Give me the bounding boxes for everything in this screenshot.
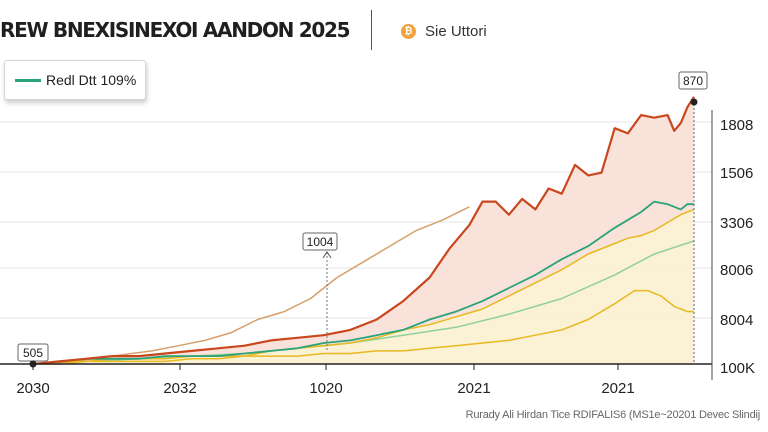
series-yellow-lower xyxy=(33,289,694,365)
start-marker xyxy=(29,360,37,368)
peak-annotation-box xyxy=(678,71,708,90)
mid-arrow-icon xyxy=(322,251,332,259)
x-tick-label: 2021 xyxy=(601,380,634,397)
series-tan-early xyxy=(32,206,470,365)
header-divider xyxy=(371,10,372,50)
y-tick-label: 1808 xyxy=(720,117,753,134)
x-tick-label: 2032 xyxy=(163,380,196,397)
x-tick-label: 2030 xyxy=(16,380,49,397)
area-yellow-upper xyxy=(33,209,694,364)
brand-text: Sie Uttori xyxy=(425,23,487,40)
y-tick-label: 100K xyxy=(720,360,755,377)
x-tick-label: 2021 xyxy=(457,380,490,397)
peak-marker xyxy=(690,98,698,106)
annotations: 505 1004 870 xyxy=(17,71,708,368)
legend: Redl Dtt 109% xyxy=(4,60,146,100)
source-note: Rurady Ali Hirdan Tice RDIFALIS6 (MS1e~2… xyxy=(465,409,761,421)
y-tick-label: 8004 xyxy=(720,312,753,329)
area-fills xyxy=(33,96,694,365)
chart-title: REW BNEXISINEXOI AANDON 2025 xyxy=(0,18,351,42)
brand: ₿ Sie Uttori xyxy=(401,23,487,40)
series-orange-red xyxy=(32,96,695,366)
y-tick-label: 1506 xyxy=(720,165,753,182)
y-tick-label: 3306 xyxy=(720,215,753,232)
series-green xyxy=(32,200,694,365)
legend-swatch xyxy=(15,78,41,82)
x-tick-label: 1020 xyxy=(309,380,342,397)
peak-annotation-label: 870 xyxy=(683,74,703,88)
legend-label: Redl Dtt 109% xyxy=(46,72,137,88)
bitcoin-icon: ₿ xyxy=(401,24,416,39)
start-annotation-label: 505 xyxy=(23,346,43,360)
series-lines xyxy=(32,96,695,366)
mid-annotation-label: 1004 xyxy=(307,235,334,249)
y-tick-label: 8006 xyxy=(720,262,753,279)
mid-annotation-box xyxy=(302,232,338,251)
axes: 2030 2032 1020 2021 2021 1808 1506 3306 8006 8004… xyxy=(0,104,755,397)
